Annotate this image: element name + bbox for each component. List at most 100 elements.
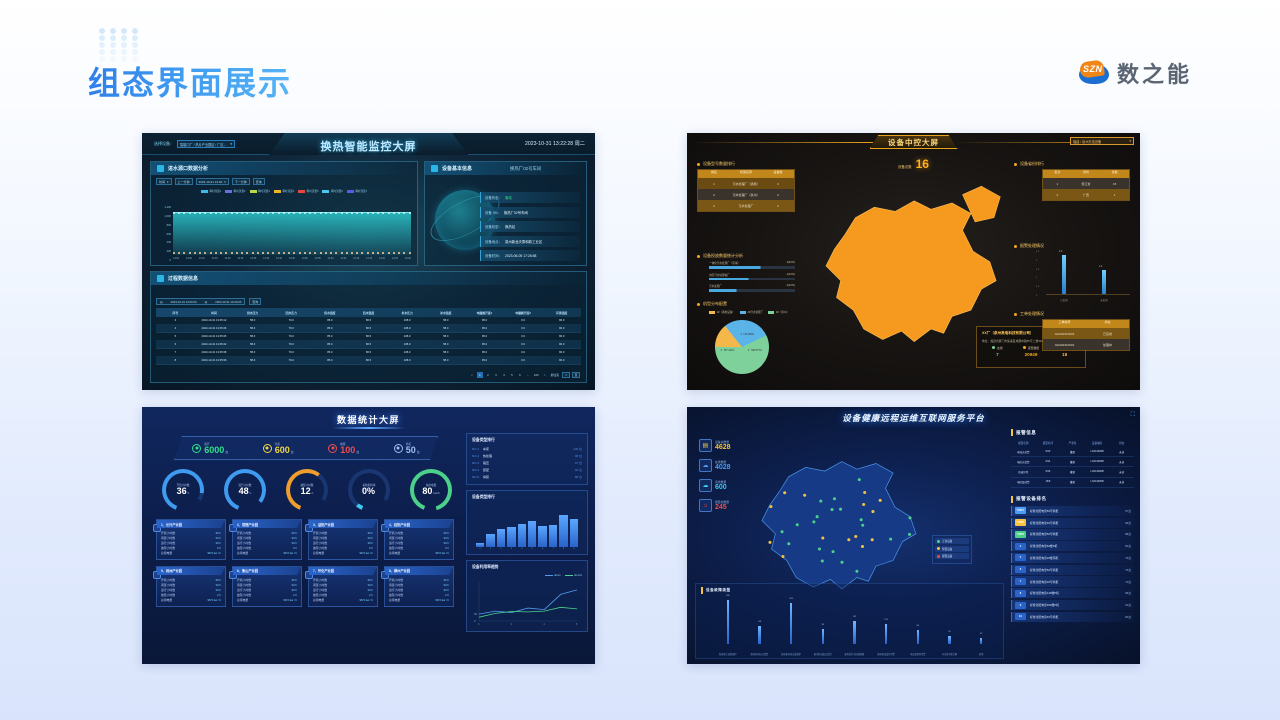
shot1-pager-3[interactable]: 3: [495, 373, 497, 377]
dashboard-thumbnail-equipment-control[interactable]: 设备中控大屏 福建 / 泉州天浩设备 ▾ 设备型号数量排行 排名 机型名称 设备数 …: [687, 133, 1140, 390]
dashboard-thumbnail-heat-monitoring[interactable]: 选择设备： 智能口厂 / 热片产业园区 / 厂区... ▾ 换热智能监控大屏 2…: [142, 133, 595, 390]
shot3-bar-3: [507, 527, 516, 547]
shot3-card-key-0: 开机小时数: [161, 577, 175, 582]
shot2-selector-value: 福建 / 泉州天浩设备: [1073, 139, 1102, 144]
shot3-bar-xtick-8: 8: [562, 547, 565, 550]
shot2-tooltip-stat-0: 在线 7: [992, 346, 1003, 357]
shot4-rank-value-2: 88台: [1125, 532, 1131, 537]
shot1-td-5: 86.5: [365, 327, 372, 330]
table-row: 1 浙江省 15: [1043, 178, 1129, 189]
shot3-card-val-3: 2 h: [369, 546, 373, 551]
shot3-gauge-label-1: 运行小时数: [238, 484, 252, 488]
shot2-section6-title: 工单处理情况: [1014, 311, 1044, 317]
shot4-stat-1: ☁ 在线数量 4028: [699, 459, 745, 472]
shot3-bar-xtick-9: 9: [573, 547, 575, 550]
shot1-td-3: 79.0: [288, 319, 294, 322]
shot4-alarm-td-4: 未读: [1119, 450, 1125, 454]
shot1-topbar: [142, 133, 595, 155]
shot1-table-filters[interactable]: ▤ 2023-10-31 13:00:00 ▤ 2023-10-31 14:00…: [156, 298, 581, 305]
shot1-pager-6[interactable]: 6: [519, 373, 521, 377]
shot2-section4-title: 机型分布配置: [697, 301, 727, 307]
shot1-pager-5[interactable]: 5: [511, 373, 513, 377]
shot1-pager-<[interactable]: <: [471, 373, 473, 377]
shot1-pager-1[interactable]: 1: [562, 372, 570, 378]
shot3-bar-panel: 设备类型排行 0 1 2 3 4 5 6 7 8 9: [466, 489, 588, 555]
shot4-fault-bar-3: 98: [821, 624, 825, 644]
data-point-2: [398, 252, 401, 254]
data-point: [319, 212, 322, 215]
data-point-2: [272, 252, 275, 254]
dot: [121, 28, 127, 34]
shot3-rank-name-4: 焊装: [483, 474, 490, 479]
shot4-rank-badge-2: TOP3: [1015, 530, 1026, 538]
shot3-card-key-1: 闲置小时数: [161, 535, 175, 540]
shot4-rank-name-8: 标准化配电室36#楼P机: [1030, 603, 1059, 608]
shot4-fault-bar-4: 152: [853, 616, 856, 644]
dashboard-thumbnail-statistics[interactable]: 数据统计大屏 运行 6000 台待机 600 台故障 100 台停机 50 台 开机小时数 36 h…: [142, 407, 595, 664]
shot1-pager-2[interactable]: 2: [487, 373, 489, 377]
shot1-td-5: 86.5: [365, 351, 372, 354]
shot2-region-selector[interactable]: 福建 / 泉州天浩设备 ▾: [1070, 137, 1134, 145]
shot1-pager-...[interactable]: ...: [526, 373, 530, 377]
shot1-pager-前往第[interactable]: 前往第: [550, 373, 559, 377]
shot1-x-tick-2: 13:10: [198, 257, 205, 260]
shot1-query-button[interactable]: 查询: [249, 298, 262, 305]
chevron-down-icon: ▾: [230, 142, 232, 146]
shot3-card-val-0: 36 h: [291, 577, 297, 582]
shot4-alarm-td-0: 转速异常: [1018, 470, 1029, 474]
shot3-card-val-2: 30 h: [443, 587, 449, 592]
shot1-control-0[interactable]: 时间 ▾: [156, 178, 172, 185]
shot2-stack-label-1: 市区污水处理站厂: [709, 273, 730, 277]
shot1-pager-100[interactable]: 100: [533, 373, 539, 377]
shot2-pie-legend-label-2: 3#（泉州）: [775, 311, 790, 314]
shot1-control-4[interactable]: 查询: [252, 178, 265, 185]
shot3-park-card-row: 开机小时数 36 h: [389, 577, 449, 582]
shot3-card-key-3: 故障小时数: [389, 593, 403, 598]
shot1-x-tick-3: 13:15: [211, 257, 218, 260]
shot1-pager->[interactable]: >: [543, 373, 546, 377]
shot3-rank-no-4: NO.5: [472, 474, 480, 479]
shot2-t3-td-0: GD202310002: [1054, 342, 1075, 347]
dot: [99, 35, 105, 41]
shot1-td-6: 108.0: [403, 351, 411, 354]
shot4-stat-value-3: 245: [715, 503, 727, 511]
shot3-card-key-0: 开机小时数: [237, 577, 251, 582]
shot1-control-1[interactable]: 上一分钟: [174, 178, 193, 185]
shot1-control-2[interactable]: 2023-10-31 13:00 ▾: [195, 178, 229, 185]
shot1-th-9: 电磁阀开度2: [515, 310, 531, 315]
shot1-device-selector[interactable]: 选择设备： 智能口厂 / 热片产业园区 / 厂区... ▾: [154, 140, 235, 148]
shot1-chart-controls[interactable]: 时间 ▾ 上一分钟 2023-10-31 13:00 ▾ 下一分钟 查询: [151, 175, 417, 188]
data-point-2: [267, 252, 270, 254]
data-point: [209, 212, 212, 215]
shot1-pager-1[interactable]: 1: [476, 372, 483, 378]
shot1-x-tick-11: 13:55: [314, 257, 321, 260]
shot3-rank-no-1: NO.2: [472, 454, 480, 459]
shot1-device-info-header: 设备基本信息 换热厂02号车间: [425, 162, 586, 175]
shot2-bar-ytick-2: 1.5: [1036, 268, 1040, 271]
shot3-card-key-0: 开机小时数: [313, 530, 327, 535]
shot3-park-card-row: 闲置小时数 33 h: [313, 582, 373, 587]
shot1-td-10: 80.0: [559, 351, 565, 354]
shot1-date-range[interactable]: ▤ 2023-10-31 13:00:00 ▤ 2023-10-31 14:00…: [156, 298, 246, 305]
shot4-rank-value-4: 79台: [1125, 555, 1131, 560]
fullscreen-icon[interactable]: ⛶: [1130, 412, 1135, 418]
shot1-pager-页[interactable]: 页: [572, 372, 580, 378]
shot1-pager-4[interactable]: 4: [503, 373, 505, 377]
shot3-card-val-4: 98.5 kw / h: [283, 598, 297, 603]
dashboard-thumbnail-remote-ops[interactable]: 设备健康远程运维互联网服务平台 ⛶ ▤ 设备总数量 4628 ☁ 在线数量 4028 ☁ 离线…: [687, 407, 1140, 664]
shot1-td-9: 0.0: [521, 343, 525, 346]
shot3-park-card-title-6: 7、怀化产业园: [309, 566, 377, 575]
shot2-t1-td-2: 3: [777, 181, 779, 186]
shot1-pagination[interactable]: <1 2 3 4 5 6... 100 > 前往第 1 页: [469, 372, 580, 378]
shot1-td-3: 79.0: [288, 343, 294, 346]
shot1-selector-dropdown[interactable]: 智能口厂 / 热片产业园区 / 厂区... ▾: [177, 140, 235, 148]
shot1-x-tick-0: 13:00: [173, 257, 179, 260]
shot4-fault-panel: 设备故障类型 285 118 265 98 152 132 94 55 42 配电柜主进线保护配…: [695, 583, 1004, 659]
svg-text:50: 50: [474, 612, 478, 616]
shot1-y-tick-2: 800: [166, 223, 171, 227]
shot3-park-card-title-7: 8、郴州产业园: [385, 566, 453, 575]
dot: [121, 49, 127, 55]
shot3-kpi-1: 待机 600 台: [262, 442, 294, 455]
shot1-control-3[interactable]: 下一分钟: [231, 178, 250, 185]
alarm-icon: ⌂: [699, 499, 712, 512]
